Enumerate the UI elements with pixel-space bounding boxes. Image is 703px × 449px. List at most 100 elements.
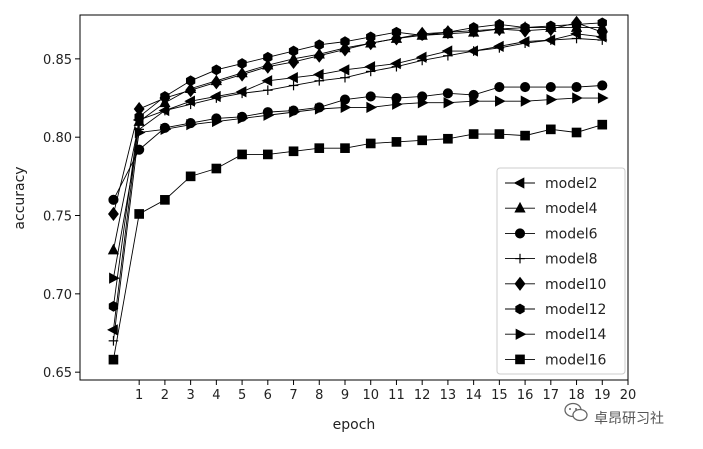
data-point-model8 bbox=[160, 105, 170, 116]
data-point-model16 bbox=[108, 354, 119, 365]
series-markers bbox=[107, 15, 609, 365]
data-point-model12 bbox=[546, 20, 556, 32]
legend-label-model12: model12 bbox=[545, 302, 606, 318]
data-point-model12 bbox=[160, 91, 170, 102]
data-point-model8 bbox=[494, 43, 505, 53]
data-point-model2 bbox=[390, 57, 401, 70]
data-point-model16 bbox=[597, 119, 608, 130]
legend: model2 model4 model6 model8 model10 model12 mo… bbox=[496, 167, 626, 375]
data-point-model10 bbox=[236, 67, 248, 82]
data-point-model10 bbox=[596, 25, 608, 40]
y-axis-label: accuracy bbox=[12, 166, 28, 229]
watermark-text: 卓昂研习社 bbox=[594, 411, 664, 427]
data-point-model16 bbox=[288, 146, 299, 157]
data-point-model8 bbox=[340, 72, 350, 83]
wechat-icon bbox=[564, 402, 588, 422]
data-point-model14 bbox=[495, 95, 506, 107]
data-point-model16 bbox=[417, 135, 427, 146]
data-point-model12 bbox=[571, 19, 582, 30]
y-tick-label: 0.65 bbox=[43, 366, 72, 381]
data-point-model14 bbox=[186, 119, 197, 131]
data-point-model8 bbox=[237, 88, 247, 99]
x-tick-label: 10 bbox=[362, 388, 379, 403]
x-tick-label: 2 bbox=[161, 388, 169, 403]
data-point-model12 bbox=[417, 29, 427, 41]
data-point-model14 bbox=[314, 103, 326, 115]
data-point-model14 bbox=[134, 126, 146, 139]
axis-ticks: 1 2 3 4 5 6 7 8 9 10 11 12 13 14 15 16 17 18 19 200.650.700… bbox=[43, 53, 636, 403]
data-point-model6 bbox=[520, 82, 531, 93]
data-point-model12 bbox=[108, 300, 119, 312]
legend-marker-model6 bbox=[514, 228, 526, 239]
data-point-model4 bbox=[107, 243, 120, 255]
data-point-model14 bbox=[237, 112, 249, 125]
legend-label-model8: model8 bbox=[545, 252, 598, 268]
data-point-model16 bbox=[391, 137, 402, 147]
data-point-model16 bbox=[211, 163, 222, 174]
watermark: 卓昂研习社 bbox=[564, 402, 664, 427]
data-point-model12 bbox=[366, 31, 376, 43]
legend-marker-model8 bbox=[515, 253, 525, 264]
data-point-model16 bbox=[237, 149, 247, 160]
data-point-model8 bbox=[417, 55, 427, 66]
data-point-model8 bbox=[314, 75, 325, 86]
data-point-model14 bbox=[340, 101, 352, 114]
data-point-model16 bbox=[443, 133, 453, 144]
plot-frame bbox=[79, 14, 629, 381]
y-tick-label: 0.75 bbox=[43, 210, 72, 225]
x-tick-label: 15 bbox=[491, 388, 508, 403]
x-tick-label: 20 bbox=[620, 388, 637, 403]
x-tick-label: 6 bbox=[264, 388, 272, 403]
data-point-model8 bbox=[185, 99, 196, 110]
data-point-model14 bbox=[109, 272, 120, 284]
data-point-model6 bbox=[442, 88, 453, 99]
legend-marker-model12 bbox=[515, 303, 525, 315]
data-point-model14 bbox=[366, 101, 378, 114]
data-point-model2 bbox=[210, 90, 221, 103]
legend-box bbox=[496, 167, 626, 375]
x-tick-label: 18 bbox=[568, 388, 585, 403]
data-point-model10 bbox=[108, 206, 119, 222]
data-point-model16 bbox=[314, 143, 325, 153]
data-point-model14 bbox=[546, 93, 558, 106]
data-point-model16 bbox=[571, 127, 582, 138]
legend-label-model14: model14 bbox=[545, 327, 607, 343]
data-point-model6 bbox=[571, 82, 582, 93]
data-point-model2 bbox=[338, 64, 350, 76]
x-tick-label: 5 bbox=[238, 388, 246, 403]
data-point-model8 bbox=[263, 85, 273, 95]
data-point-model8 bbox=[468, 46, 479, 56]
data-point-model8 bbox=[211, 93, 222, 103]
legend-marker-model16 bbox=[515, 354, 525, 365]
x-tick-label: 7 bbox=[289, 388, 297, 403]
data-point-model16 bbox=[340, 143, 350, 153]
data-point-model14 bbox=[597, 92, 609, 104]
data-point-model12 bbox=[391, 26, 402, 38]
data-point-model8 bbox=[391, 61, 402, 72]
data-point-model14 bbox=[392, 98, 403, 110]
x-tick-label: 19 bbox=[594, 388, 611, 403]
data-point-model12 bbox=[288, 45, 299, 57]
data-point-model2 bbox=[518, 36, 530, 48]
data-point-model8 bbox=[288, 80, 299, 91]
x-tick-label: 9 bbox=[341, 388, 349, 403]
data-point-model6 bbox=[597, 80, 608, 91]
data-point-model10 bbox=[365, 36, 377, 51]
legend-label-model10: model10 bbox=[545, 277, 606, 293]
data-point-model6 bbox=[134, 144, 145, 155]
data-point-model10 bbox=[313, 48, 325, 63]
data-point-model2 bbox=[261, 75, 273, 87]
data-point-model16 bbox=[365, 138, 376, 149]
data-point-model16 bbox=[468, 129, 479, 139]
legend-marker-model2 bbox=[513, 177, 525, 189]
data-point-model16 bbox=[185, 171, 196, 182]
data-point-model14 bbox=[263, 109, 275, 121]
data-point-model6 bbox=[108, 194, 119, 205]
data-point-model16 bbox=[520, 130, 530, 141]
data-point-model12 bbox=[314, 39, 324, 51]
data-point-model12 bbox=[185, 75, 196, 87]
data-point-model2 bbox=[493, 40, 504, 52]
data-point-model12 bbox=[211, 64, 222, 76]
data-point-model2 bbox=[235, 86, 247, 98]
data-point-model14 bbox=[443, 97, 455, 109]
